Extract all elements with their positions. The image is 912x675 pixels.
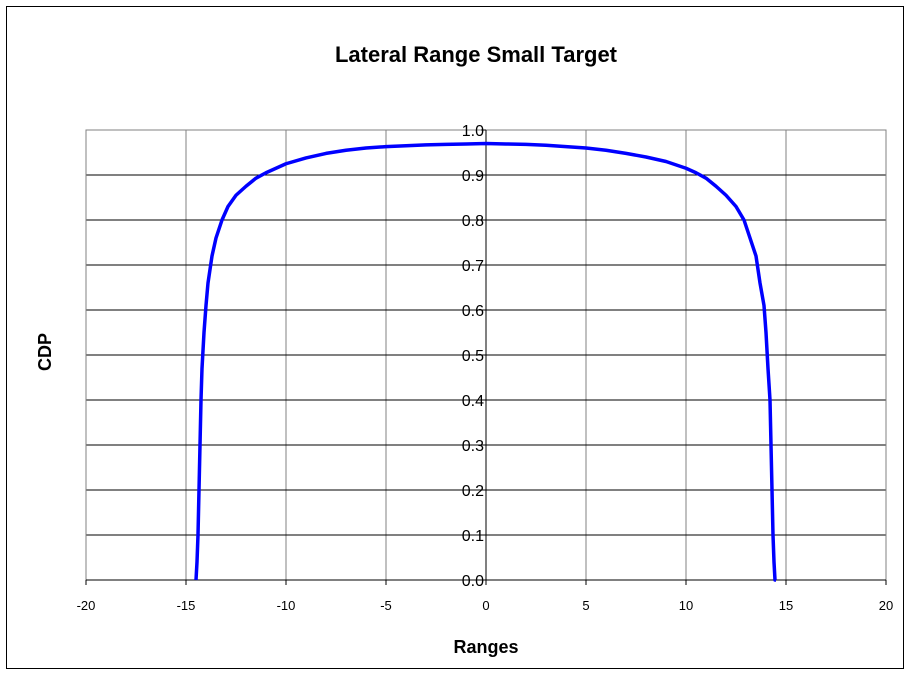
y-axis-title: CDP xyxy=(35,333,55,371)
y-tick-label: 0.3 xyxy=(462,438,484,455)
y-tick-label: 1.0 xyxy=(462,123,484,140)
x-tick-label: -5 xyxy=(380,598,392,613)
series-line-0 xyxy=(194,141,777,582)
y-tick-label: 0.6 xyxy=(462,303,484,320)
y-tick-label: 0.5 xyxy=(462,348,484,365)
x-axis-tick-labels: -20 -15 -10 -5 0 5 10 15 20 xyxy=(77,598,894,613)
x-tick-label: 15 xyxy=(779,598,793,613)
y-axis-tick-labels: 0.0 0.1 0.2 0.3 0.4 0.5 0.6 0.7 0.8 0.9 1.0 xyxy=(462,123,484,590)
y-tick-label: 0.7 xyxy=(462,258,484,275)
x-tick-label: -10 xyxy=(277,598,296,613)
x-tick-label: -20 xyxy=(77,598,96,613)
x-tick-label: 5 xyxy=(582,598,589,613)
series-layer xyxy=(194,141,777,582)
x-tick-label: 20 xyxy=(879,598,893,613)
y-tick-label: 0.1 xyxy=(462,528,484,545)
x-tick-label: 10 xyxy=(679,598,693,613)
chart-svg: -20 -15 -10 -5 0 5 10 15 20 0.00.10.20.30.40.50.… xyxy=(35,42,894,657)
chart-title: Lateral Range Small Target xyxy=(335,42,618,67)
y-tick-label: 0.2 xyxy=(462,483,484,500)
y-axis-ticks xyxy=(481,129,487,581)
y-tick-label: 0.9 xyxy=(462,168,484,185)
x-axis-ticks xyxy=(85,579,887,585)
y-tick-label: 0.4 xyxy=(462,393,484,410)
x-tick-label: 0 xyxy=(482,598,489,613)
x-axis-title: Ranges xyxy=(453,637,518,657)
x-tick-label: -15 xyxy=(177,598,196,613)
y-tick-label: 0.8 xyxy=(462,213,484,230)
y-tick-label: 0.0 xyxy=(462,573,484,590)
chart-frame: -20 -15 -10 -5 0 5 10 15 20 0.0 0.1 0.2 0.3 0.4 0.5 0.… xyxy=(6,6,904,669)
